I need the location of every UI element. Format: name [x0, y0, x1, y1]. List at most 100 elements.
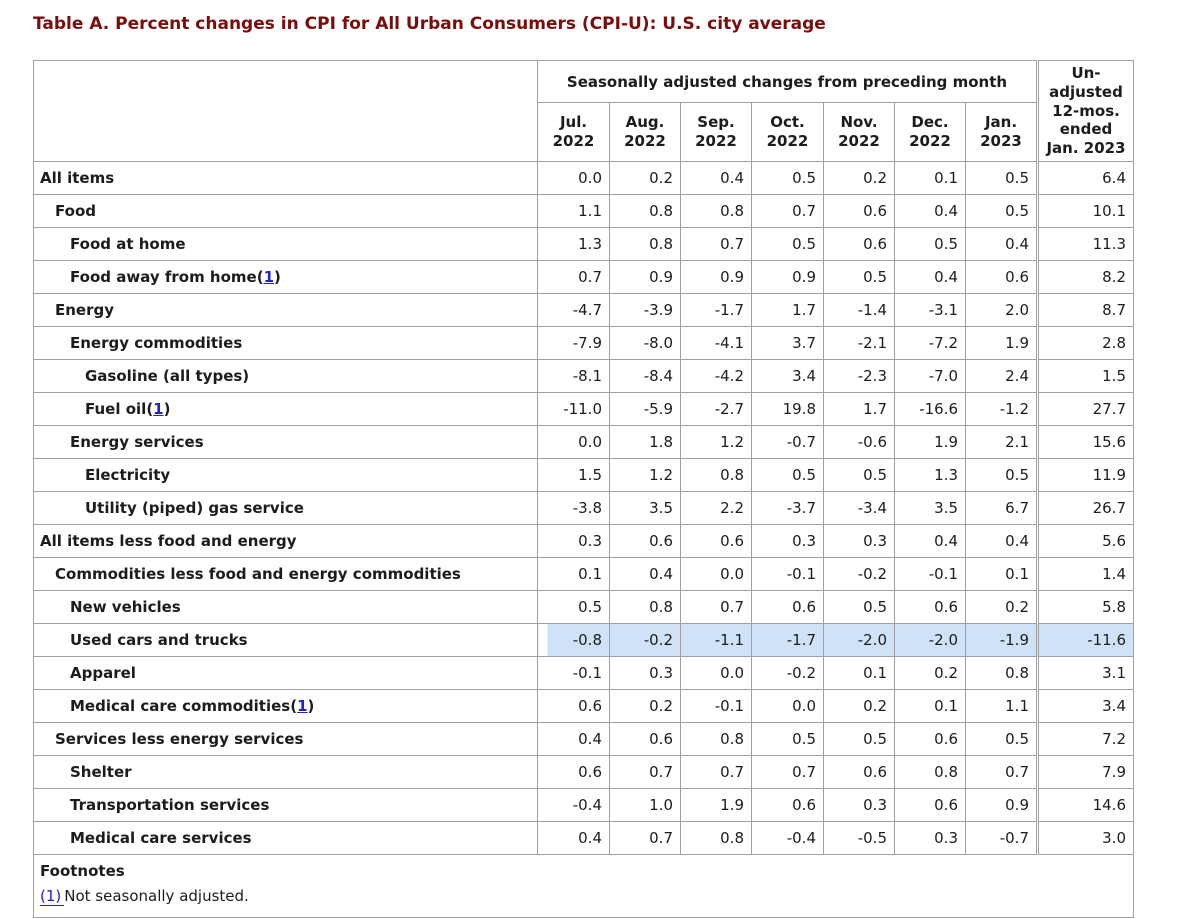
value-cell: -4.2	[680, 359, 752, 393]
row-label: Energy services	[33, 425, 538, 459]
row-label-text: Apparel	[70, 664, 136, 682]
value-cell: 1.0	[609, 788, 681, 822]
table-row: Commodities less food and energy commodi…	[33, 557, 1134, 591]
row-label-text: Utility (piped) gas service	[85, 499, 304, 517]
footnotes-heading: Footnotes	[40, 862, 125, 880]
footnote-1-text: Not seasonally adjusted.	[64, 887, 249, 905]
row-label-text: Food	[55, 202, 96, 220]
row-label: Food	[33, 194, 538, 228]
value-cell: 3.5	[894, 491, 966, 525]
row-label: Medical care commodities(1)	[33, 689, 538, 723]
value-cell: 0.6	[894, 590, 966, 624]
value-cell: 1.7	[751, 293, 824, 327]
header-row-group: Seasonally adjusted changes from precedi…	[33, 60, 1134, 162]
value-cell: 1.1	[965, 689, 1038, 723]
value-cell: 0.9	[965, 788, 1038, 822]
value-cell: 6.7	[965, 491, 1038, 525]
value-cell: 0.4	[894, 260, 966, 294]
value-cell: -7.2	[894, 326, 966, 360]
value-cell: 0.8	[609, 590, 681, 624]
row-label-text: Food at home	[70, 235, 186, 253]
value-cell: -1.7	[751, 623, 824, 657]
value-cell: 0.7	[680, 227, 752, 261]
footnote-reference-link[interactable]: 1	[297, 697, 308, 715]
row-label-text: Gasoline (all types)	[85, 367, 250, 385]
value-cell: 0.5	[537, 590, 610, 624]
value-cell: -0.6	[823, 425, 895, 459]
month-column-header: Jan. 2023	[965, 102, 1038, 162]
footnote-reference-link[interactable]: 1	[263, 268, 275, 286]
value-cell: 0.3	[823, 524, 895, 558]
value-cell: 0.1	[823, 656, 895, 690]
footnote-1-link[interactable]: (1)	[40, 887, 65, 906]
value-cell: 0.8	[894, 755, 966, 789]
value-cell: 0.5	[965, 722, 1038, 756]
table-row: Medical care services 0.4 0.7 0.8 -0.4 -0.5 0.…	[33, 821, 1134, 855]
value-cell: 0.6	[609, 722, 681, 756]
value-cell: 0.2	[609, 161, 681, 195]
row-label: Energy commodities	[33, 326, 538, 360]
value-cell: 0.5	[965, 194, 1038, 228]
value-cell: 0.3	[894, 821, 966, 855]
unadjusted-value-cell: 8.2	[1036, 260, 1134, 294]
row-label-text: All items	[40, 169, 115, 187]
row-label-text: Energy services	[70, 433, 204, 451]
row-label: Utility (piped) gas service	[33, 491, 538, 525]
value-cell: -0.2	[751, 656, 824, 690]
table-footer: Footnotes (1) Not seasonally adjusted.	[33, 854, 1134, 918]
value-cell: -8.4	[609, 359, 681, 393]
table-row: Medical care commodities(1) 0.6 0.2 -0.1 0.0…	[33, 689, 1134, 723]
value-cell: 0.6	[823, 227, 895, 261]
row-label: Food at home	[33, 227, 538, 261]
value-cell: 0.7	[537, 260, 610, 294]
table-row: All items less food and energy 0.3 0.6 0.6 0…	[33, 524, 1134, 558]
row-label: Fuel oil(1)	[33, 392, 538, 426]
value-cell: 1.1	[537, 194, 610, 228]
value-cell: -7.0	[894, 359, 966, 393]
value-cell: 0.8	[965, 656, 1038, 690]
month-column-header: Nov. 2022	[823, 102, 895, 162]
value-cell: -2.1	[823, 326, 895, 360]
value-cell: -4.7	[537, 293, 610, 327]
value-cell: -5.9	[609, 392, 681, 426]
value-cell: -8.1	[537, 359, 610, 393]
row-label: Shelter	[33, 755, 538, 789]
value-cell: -0.1	[894, 557, 966, 591]
value-cell: -2.0	[894, 623, 966, 657]
footnote-paren-open: (	[256, 268, 264, 286]
unadjusted-value-cell: 11.3	[1036, 227, 1134, 261]
row-label-text: Medical care services	[70, 829, 252, 847]
value-cell: -4.1	[680, 326, 752, 360]
value-cell: -0.2	[609, 623, 681, 657]
value-cell: 0.7	[609, 755, 681, 789]
footnote-paren-open: (	[290, 697, 298, 715]
header-row-months: Jul. 2022 Aug. 2022 Sep. 2022 Oct. 2022 Nov.…	[34, 102, 1134, 162]
value-cell: -0.4	[751, 821, 824, 855]
value-cell: 0.6	[894, 722, 966, 756]
row-label: Food away from home(1)	[33, 260, 538, 294]
footnote-paren-open: (	[146, 400, 154, 418]
month-column-header: Dec. 2022	[894, 102, 966, 162]
value-cell: -0.4	[537, 788, 610, 822]
table-row: Food at home 1.3 0.8 0.7 0.5 0.6 0.5 0.4 11.3	[33, 227, 1134, 261]
value-cell: 2.4	[965, 359, 1038, 393]
value-cell: 0.7	[751, 194, 824, 228]
value-cell: 1.9	[965, 326, 1038, 360]
value-cell: 0.0	[537, 161, 610, 195]
row-label-text: Commodities less food and energy commodi…	[55, 565, 461, 583]
table-body: All items 0.0 0.2 0.4 0.5 0.2 0.1 0.5 6.4 Food 1.1…	[33, 161, 1134, 855]
seasonally-adjusted-group-header: Seasonally adjusted changes from precedi…	[537, 60, 1038, 103]
value-cell: 0.6	[680, 524, 752, 558]
footnote-paren-close: )	[307, 697, 315, 715]
row-label-text: Services less energy services	[55, 730, 304, 748]
footnotes-section: Footnotes (1) Not seasonally adjusted.	[33, 854, 1134, 918]
value-cell: 3.7	[751, 326, 824, 360]
footnote-reference-link[interactable]: 1	[153, 400, 164, 418]
value-cell: -1.1	[680, 623, 752, 657]
table-row: Electricity 1.5 1.2 0.8 0.5 0.5 1.3 0.5 11.9	[33, 458, 1134, 492]
value-cell: 1.7	[823, 392, 895, 426]
value-cell: -0.7	[965, 821, 1038, 855]
value-cell: -3.1	[894, 293, 966, 327]
value-cell: -7.9	[537, 326, 610, 360]
